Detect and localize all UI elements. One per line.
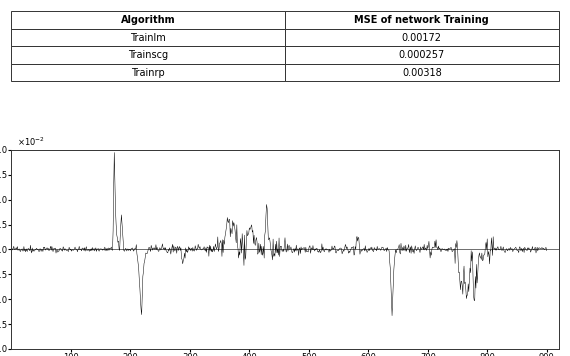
Text: $\times10^{-2}$: $\times10^{-2}$ bbox=[17, 136, 44, 148]
